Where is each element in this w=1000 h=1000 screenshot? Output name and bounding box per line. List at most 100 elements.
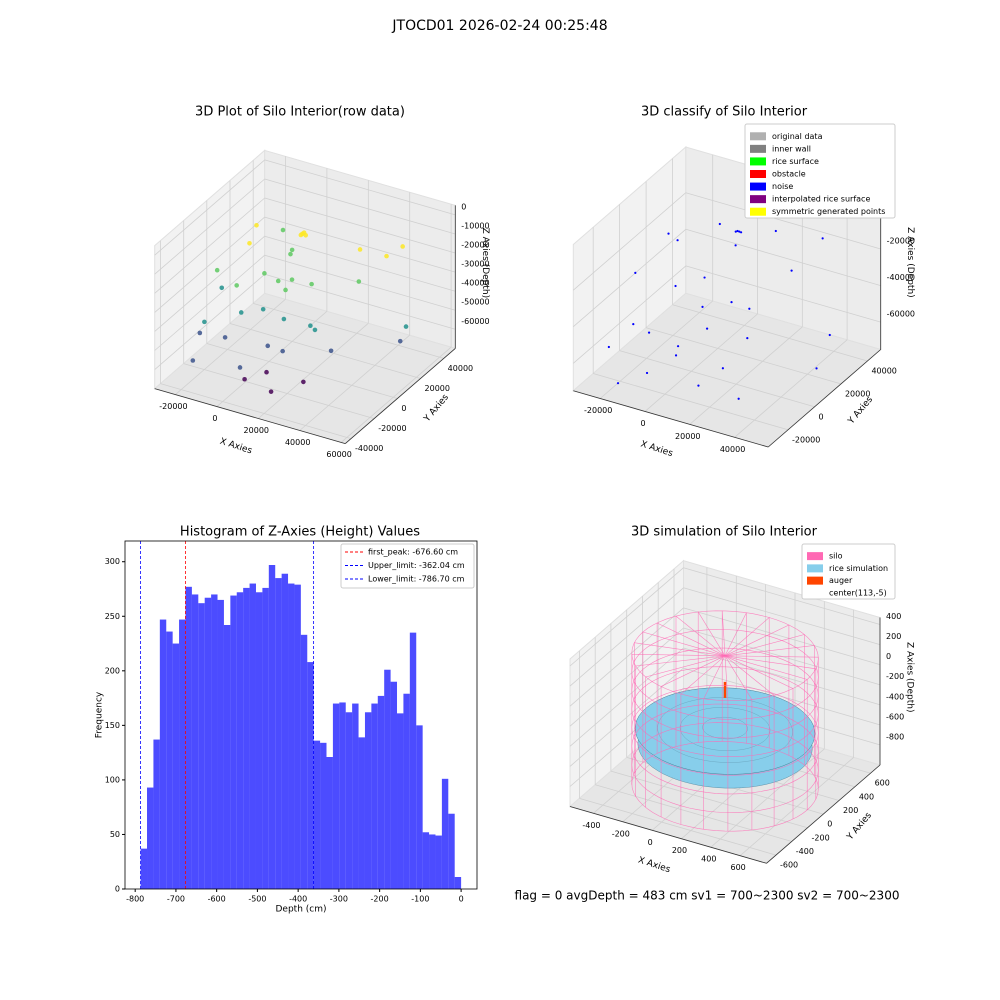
silo-wall <box>724 655 808 810</box>
x-tick-label: -400 <box>582 821 600 830</box>
silo-wall <box>724 655 753 830</box>
y-tick-label: 0 <box>401 404 406 413</box>
legend-box <box>340 543 475 589</box>
point <box>632 323 635 326</box>
bar <box>409 632 417 889</box>
legend-patch <box>750 182 766 191</box>
grid-line <box>216 310 328 407</box>
y-tick-label: 50 <box>110 830 120 839</box>
legend-label: inner wall <box>772 144 811 153</box>
z-tick-label: -800 <box>886 732 904 741</box>
grid-line <box>595 784 792 842</box>
grid-line <box>175 298 286 395</box>
x-tick-label: -100 <box>411 895 429 904</box>
point <box>676 345 680 348</box>
point <box>237 365 243 370</box>
y-tick-label: 400 <box>859 792 874 801</box>
point <box>674 354 678 357</box>
y-tick-label: 20000 <box>425 384 450 393</box>
grid-line <box>340 346 452 443</box>
point <box>718 222 721 226</box>
silo-wall <box>635 655 726 797</box>
bar <box>326 757 333 889</box>
figure-title: JTOCD01 2026-02-24 00:25:48 <box>391 18 607 34</box>
grid-line <box>683 587 881 645</box>
legend-label: rice simulation <box>829 564 888 573</box>
point <box>740 231 743 234</box>
bar <box>352 703 359 889</box>
z-tick-label: 400 <box>886 612 901 621</box>
point <box>705 327 709 330</box>
legend-label: original data <box>772 132 823 141</box>
chart-title: Histogram of Z-Axies (Height) Values <box>180 525 420 540</box>
x-tick-label: 0 <box>212 414 217 423</box>
point <box>821 237 824 240</box>
grid-line <box>734 339 848 438</box>
silo-wall <box>675 615 726 747</box>
point <box>280 227 286 233</box>
legend-label: center(113,-5) <box>829 588 887 597</box>
footer: flag = 0 avgDepth = 483 cm sv1 = 700~230… <box>515 889 900 903</box>
bar <box>397 713 404 889</box>
x-tick-label: 0 <box>648 838 653 847</box>
y-tick-label: 600 <box>875 779 890 788</box>
grid-line <box>569 647 684 747</box>
axis-line <box>569 806 767 864</box>
point <box>645 371 649 375</box>
rice-mesh <box>702 717 748 740</box>
legend-patch <box>750 132 766 141</box>
grid-line <box>593 373 789 431</box>
x-tick-label: -700 <box>167 895 185 904</box>
bar <box>371 703 378 889</box>
point <box>283 287 288 293</box>
bar <box>454 877 462 889</box>
grid-line <box>253 303 444 359</box>
grid-line <box>264 273 456 330</box>
x-tick-label: 40000 <box>720 445 745 454</box>
point <box>328 348 334 354</box>
legend-label: noise <box>772 182 793 191</box>
bar <box>281 573 289 889</box>
x-tick-label: 0 <box>459 895 464 904</box>
bar <box>211 594 218 889</box>
grid-line <box>683 627 881 686</box>
point <box>289 277 295 282</box>
x-tick-label: -20000 <box>584 406 612 415</box>
point <box>275 278 281 284</box>
silo-wall <box>724 655 729 832</box>
y-tick-label: 200 <box>843 806 858 815</box>
grid-line <box>683 567 881 625</box>
x-tick-label: -600 <box>208 895 226 904</box>
bar <box>416 725 423 889</box>
bar <box>448 813 455 889</box>
bar <box>339 702 346 889</box>
chart-title: 3D simulation of Silo Interior <box>631 525 818 540</box>
z-tick-label: -200 <box>886 672 904 681</box>
x-tick-label: -500 <box>248 895 266 904</box>
z-tick-label: -20000 <box>461 241 489 250</box>
bar <box>191 594 199 889</box>
silo-wall <box>634 642 726 774</box>
bar <box>198 603 205 889</box>
y-tick-label: 40000 <box>448 364 473 373</box>
z-tick-label: -10000 <box>461 221 489 230</box>
point <box>701 305 704 308</box>
point <box>219 285 225 291</box>
point <box>301 379 306 385</box>
z-tick-label: -60000 <box>887 310 915 319</box>
z-tick-label: 0 <box>886 652 891 661</box>
bar <box>313 740 321 889</box>
silo-wall <box>721 610 726 742</box>
grid-line <box>299 334 410 431</box>
y-tick-label: -20000 <box>378 424 406 433</box>
silo-wall <box>724 655 819 788</box>
grid-line <box>258 322 369 419</box>
silo-wall <box>703 655 726 830</box>
point <box>734 244 737 247</box>
silo-wall <box>680 655 726 825</box>
point <box>828 333 831 337</box>
z-axis-label: Z Axies (Depth) <box>905 642 915 713</box>
legend-label: rice surface <box>772 157 819 166</box>
